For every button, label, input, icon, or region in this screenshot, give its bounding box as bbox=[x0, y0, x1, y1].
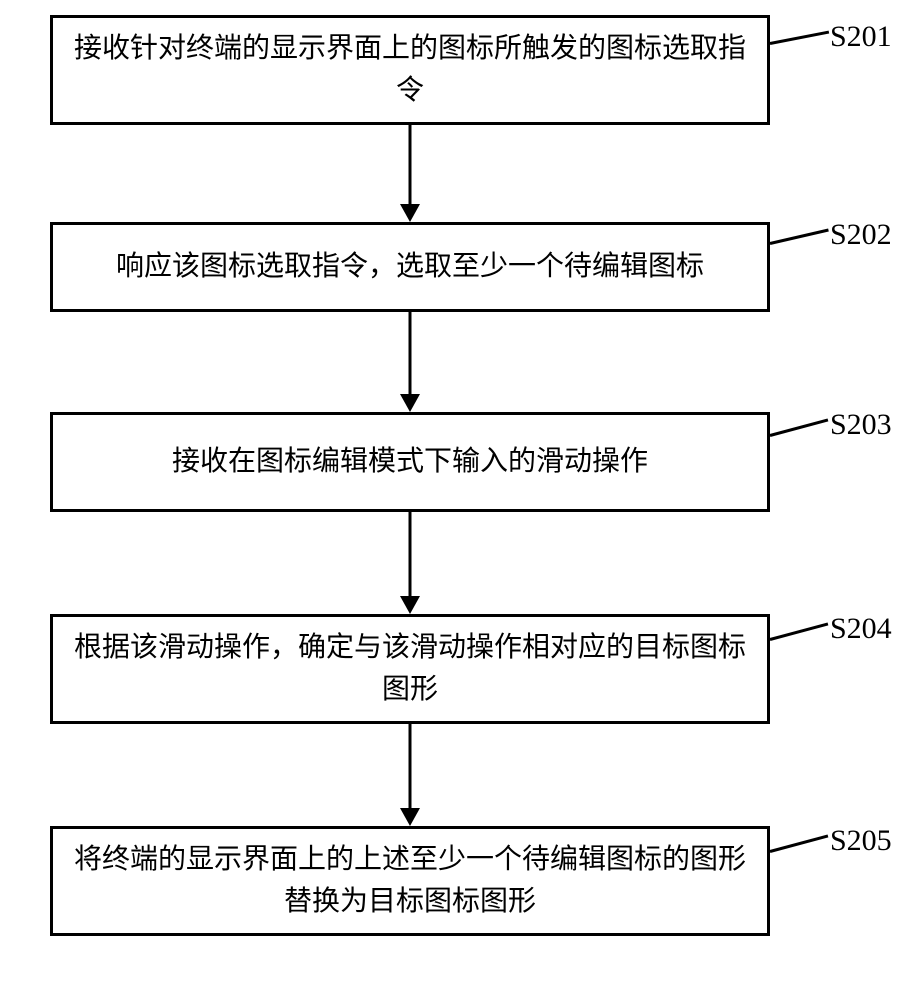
step-box-s202: 响应该图标选取指令，选取至少一个待编辑图标 bbox=[50, 222, 770, 312]
step-label-s204: S204 bbox=[830, 612, 892, 646]
step-text: 响应该图标选取指令，选取至少一个待编辑图标 bbox=[116, 246, 704, 288]
step-text: 将终端的显示界面上的上述至少一个待编辑图标的图形替换为目标图标图形 bbox=[73, 839, 747, 923]
step-text: 接收针对终端的显示界面上的图标所触发的图标选取指令 bbox=[73, 28, 747, 112]
arrow-line bbox=[409, 512, 412, 596]
flowchart-container: 接收针对终端的显示界面上的图标所触发的图标选取指令 S201 响应该图标选取指令… bbox=[0, 0, 922, 1000]
arrow-head bbox=[400, 808, 420, 826]
arrow-line bbox=[409, 312, 412, 394]
step-box-s205: 将终端的显示界面上的上述至少一个待编辑图标的图形替换为目标图标图形 bbox=[50, 826, 770, 936]
arrow-line bbox=[409, 724, 412, 808]
step-box-s203: 接收在图标编辑模式下输入的滑动操作 bbox=[50, 412, 770, 512]
arrow-head bbox=[400, 596, 420, 614]
step-label-s201: S201 bbox=[830, 20, 892, 54]
step-box-s201: 接收针对终端的显示界面上的图标所触发的图标选取指令 bbox=[50, 15, 770, 125]
connector-s201 bbox=[770, 31, 829, 45]
connector-s203 bbox=[770, 419, 829, 437]
step-box-s204: 根据该滑动操作，确定与该滑动操作相对应的目标图标图形 bbox=[50, 614, 770, 724]
arrow-head bbox=[400, 204, 420, 222]
step-label-s202: S202 bbox=[830, 218, 892, 252]
connector-s202 bbox=[770, 229, 829, 245]
step-text: 根据该滑动操作，确定与该滑动操作相对应的目标图标图形 bbox=[73, 627, 747, 711]
arrow-head bbox=[400, 394, 420, 412]
connector-s205 bbox=[770, 835, 829, 853]
step-label-s203: S203 bbox=[830, 408, 892, 442]
arrow-line bbox=[409, 125, 412, 204]
connector-s204 bbox=[770, 623, 829, 641]
step-text: 接收在图标编辑模式下输入的滑动操作 bbox=[172, 441, 648, 483]
step-label-s205: S205 bbox=[830, 824, 892, 858]
